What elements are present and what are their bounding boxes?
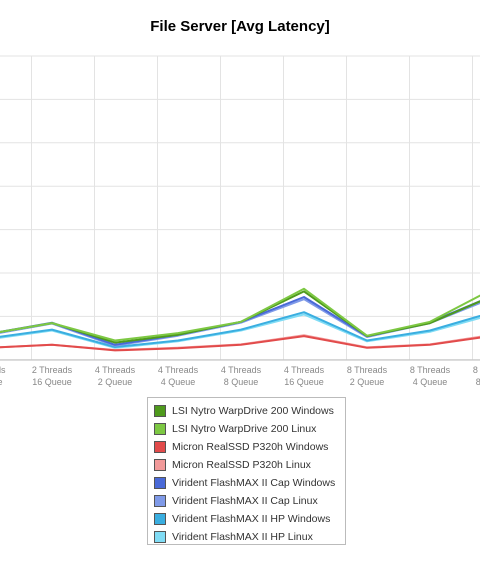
legend-item[interactable]: LSI Nytro WarpDrive 200 Windows [154, 402, 345, 420]
legend-label: LSI Nytro WarpDrive 200 Windows [172, 405, 334, 417]
x-tick-label: 4 Threads 2 Queue [95, 365, 136, 387]
series-line-virident-flashmax-ii-cap-windows [0, 296, 480, 346]
legend-swatch [154, 495, 166, 507]
legend-label: Virident FlashMAX II Cap Windows [172, 477, 336, 489]
legend-swatch [154, 531, 166, 543]
legend-item[interactable]: LSI Nytro WarpDrive 200 Linux [154, 420, 345, 438]
legend-label: Micron RealSSD P320h Linux [172, 459, 311, 471]
series-line-lsi-nytro-warpdrive-200-windows [0, 290, 480, 344]
x-tick-label: 8 Threads 2 Queue [347, 365, 388, 387]
legend-label: Virident FlashMAX II HP Windows [172, 513, 331, 525]
x-tick-label: 2 Threads 16 Queue [32, 365, 73, 387]
x-tick-label: 4 Threads 16 Queue [284, 365, 325, 387]
legend-swatch [154, 477, 166, 489]
legend-label: Micron RealSSD P320h Windows [172, 441, 329, 453]
legend-item[interactable]: Virident FlashMAX II Cap Linux [154, 492, 345, 510]
legend-label: LSI Nytro WarpDrive 200 Linux [172, 423, 317, 435]
legend-swatch [154, 459, 166, 471]
legend-label: Virident FlashMAX II HP Linux [172, 531, 313, 543]
x-tick-label: 4 Threads 8 Queue [221, 365, 262, 387]
legend-label: Virident FlashMAX II Cap Linux [172, 495, 318, 507]
legend-swatch [154, 441, 166, 453]
legend-item[interactable]: Micron RealSSD P320h Windows [154, 438, 345, 456]
legend-swatch [154, 423, 166, 435]
grid-lines [0, 55, 480, 361]
series-line-virident-flashmax-ii-hp-linux [0, 313, 480, 349]
series-line-lsi-nytro-warpdrive-200-linux [0, 287, 480, 342]
legend-item[interactable]: Virident FlashMAX II Cap Windows [154, 474, 345, 492]
legend-swatch [154, 405, 166, 417]
series-lines [0, 287, 480, 352]
legend-item[interactable]: Virident FlashMAX II HP Windows [154, 510, 345, 528]
x-tick-label: 4 Threads 4 Queue [158, 365, 199, 387]
series-line-virident-flashmax-ii-hp-windows [0, 311, 480, 348]
legend-item[interactable]: Virident FlashMAX II HP Linux [154, 528, 345, 546]
legend-swatch [154, 513, 166, 525]
x-tick-label: 8 Threads 4 Queue [410, 365, 451, 387]
chart-title: File Server [Avg Latency] [150, 18, 330, 35]
chart-legend: LSI Nytro WarpDrive 200 Windows LSI Nytro… [147, 397, 346, 545]
legend-item[interactable]: Micron RealSSD P320h Linux [154, 456, 345, 474]
x-tick-label: ThreadsQueue [0, 365, 6, 387]
series-line-micron-realssd-p320h-windows [0, 335, 480, 352]
